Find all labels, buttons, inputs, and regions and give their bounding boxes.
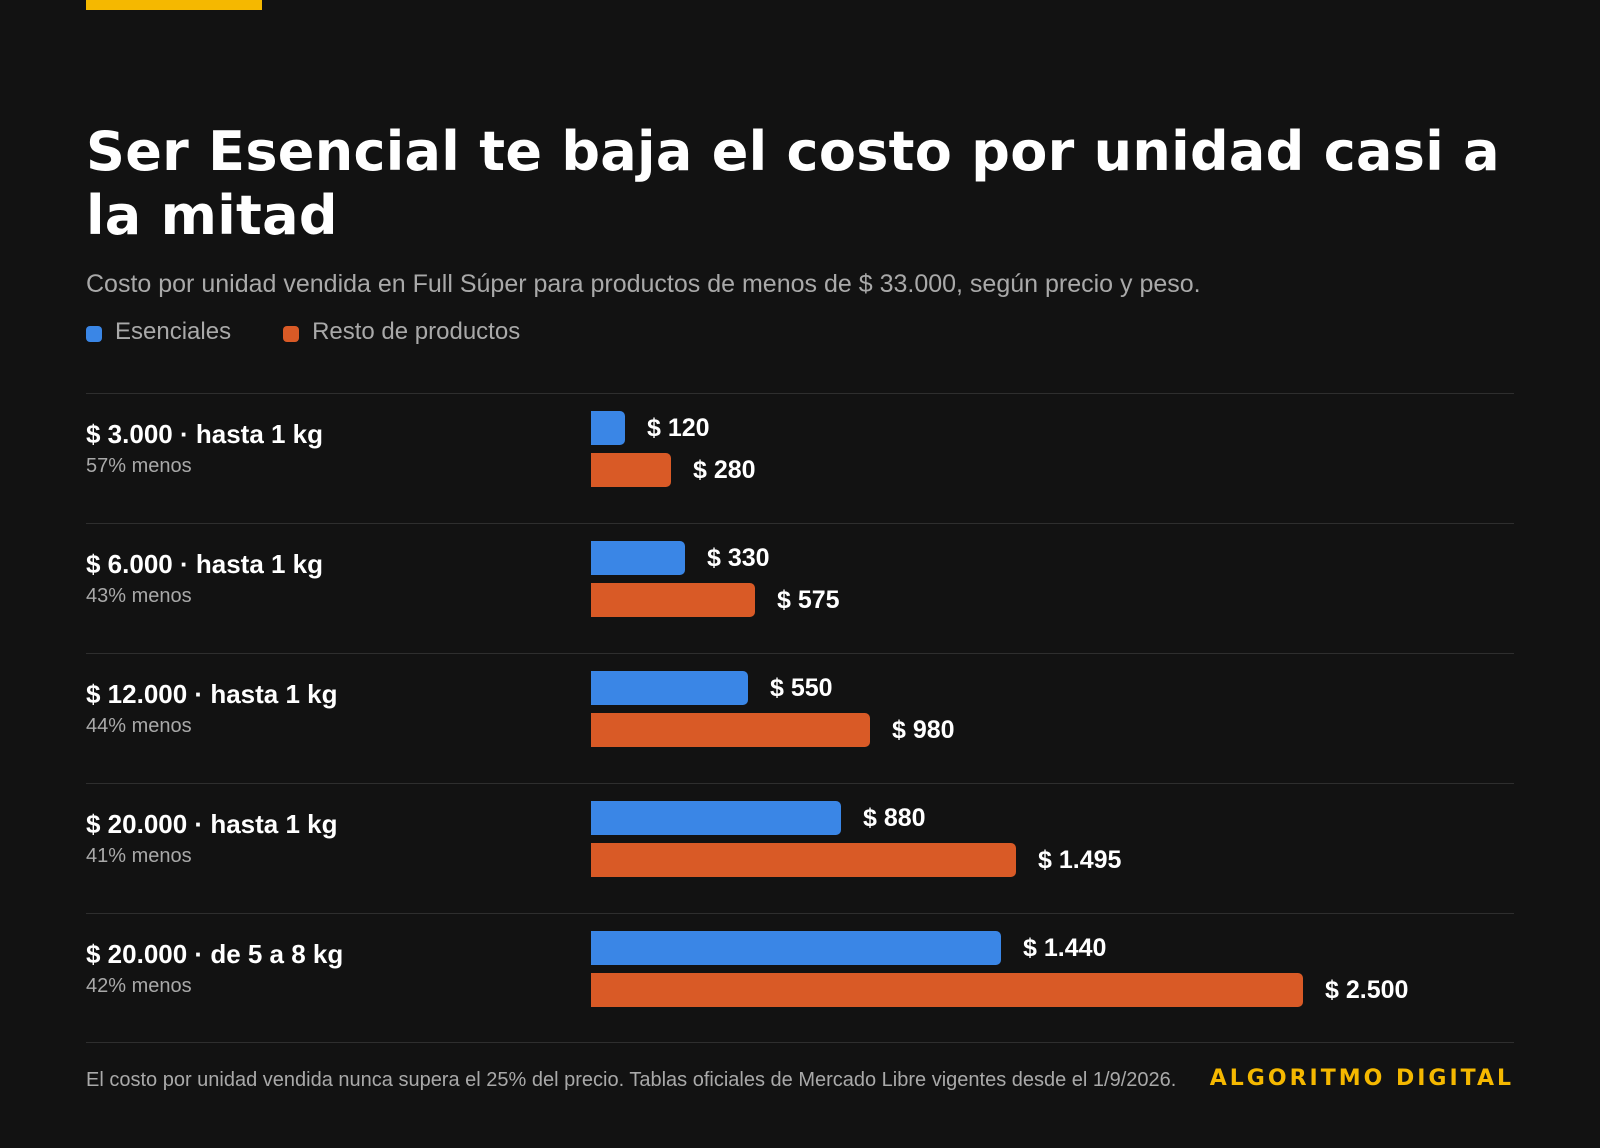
legend-item-resto: Resto de productos bbox=[283, 318, 520, 346]
bar-value-label: $ 575 bbox=[777, 586, 840, 614]
legend-swatch-esenciales bbox=[86, 325, 102, 342]
bar-value-label: $ 980 bbox=[892, 716, 955, 744]
bar-value-label: $ 280 bbox=[693, 456, 756, 484]
bar-chart: $ 3.000 · hasta 1 kg 57% menos $ 120 $ 280 $… bbox=[86, 393, 1514, 1043]
chart-row: $ 6.000 · hasta 1 kg 43% menos $ 330 $ 575 bbox=[86, 523, 1514, 653]
bar-esenciales bbox=[591, 541, 685, 575]
footnote: El costo por unidad vendida nunca supera… bbox=[86, 1069, 1177, 1091]
category-label: $ 20.000 · hasta 1 kg bbox=[86, 809, 338, 839]
bar-value-label: $ 1.440 bbox=[1023, 934, 1107, 962]
bar-value-label: $ 2.500 bbox=[1325, 976, 1409, 1004]
bar-resto bbox=[591, 713, 870, 747]
category-savings: 41% menos bbox=[86, 845, 192, 867]
bar-esenciales bbox=[591, 671, 748, 705]
legend-swatch-resto bbox=[283, 325, 300, 342]
category-savings: 44% menos bbox=[86, 715, 192, 737]
legend-item-esenciales: Esenciales bbox=[86, 318, 231, 346]
category-label: $ 3.000 · hasta 1 kg bbox=[86, 419, 324, 449]
category-savings: 43% menos bbox=[86, 585, 192, 607]
legend: Esenciales Resto de productos bbox=[86, 318, 572, 346]
bar-value-label: $ 550 bbox=[770, 674, 833, 702]
category-label: $ 20.000 · de 5 a 8 kg bbox=[86, 939, 344, 969]
chart-row: $ 20.000 · hasta 1 kg 41% menos $ 880 $ 1.4… bbox=[86, 783, 1514, 913]
category-label: $ 6.000 · hasta 1 kg bbox=[86, 549, 324, 579]
category-label: $ 12.000 · hasta 1 kg bbox=[86, 679, 338, 709]
bar-value-label: $ 880 bbox=[863, 804, 926, 832]
chart-subtitle: Costo por unidad vendida en Full Súper p… bbox=[86, 270, 1201, 298]
chart-title: Ser Esencial te baja el costo por unidad… bbox=[86, 120, 1500, 247]
legend-label-esenciales: Esenciales bbox=[115, 318, 232, 345]
bar-esenciales bbox=[591, 931, 1001, 965]
bar-resto bbox=[591, 583, 755, 617]
bar-resto bbox=[591, 453, 671, 487]
bar-resto bbox=[591, 843, 1016, 877]
category-savings: 57% menos bbox=[86, 455, 192, 477]
chart-row: $ 3.000 · hasta 1 kg 57% menos $ 120 $ 280 bbox=[86, 393, 1514, 523]
bar-value-label: $ 330 bbox=[707, 544, 770, 572]
bar-esenciales bbox=[591, 411, 625, 445]
chart-row: $ 12.000 · hasta 1 kg 44% menos $ 550 $ 980 bbox=[86, 653, 1514, 783]
bar-value-label: $ 1.495 bbox=[1038, 846, 1122, 874]
accent-bar bbox=[86, 0, 262, 10]
category-savings: 42% menos bbox=[86, 975, 192, 997]
bar-value-label: $ 120 bbox=[647, 414, 710, 442]
legend-label-resto: Resto de productos bbox=[312, 318, 521, 345]
brand-logo-text: ALGORITMO DIGITAL bbox=[1209, 1066, 1514, 1091]
bar-resto bbox=[591, 973, 1303, 1007]
bar-esenciales bbox=[591, 801, 841, 835]
chart-row: $ 20.000 · de 5 a 8 kg 42% menos $ 1.440 $ … bbox=[86, 913, 1514, 1043]
